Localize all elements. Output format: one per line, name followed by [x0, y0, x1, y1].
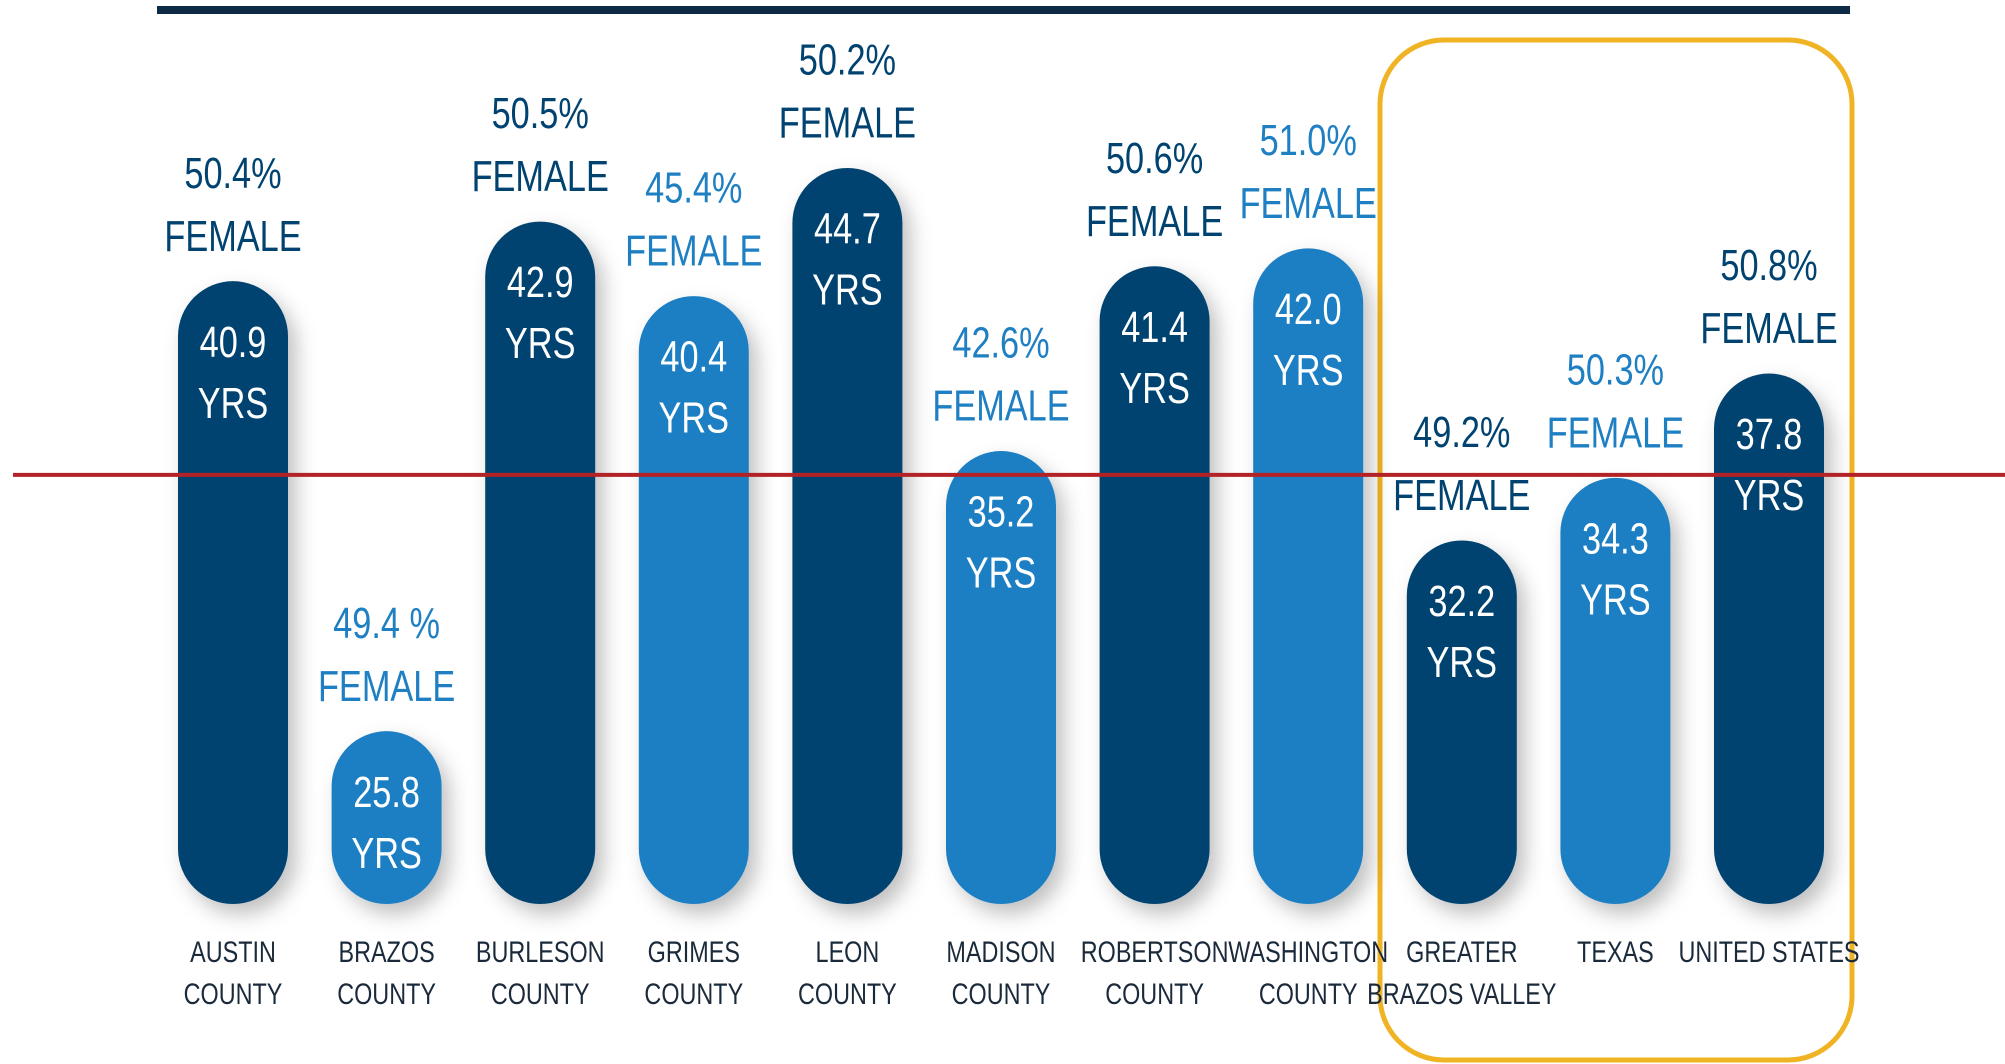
value-label: YRS [812, 266, 883, 315]
value-label: YRS [1580, 575, 1651, 624]
value-label: 34.3 [1582, 514, 1649, 563]
bar [178, 281, 288, 904]
female-label: 51.0% [1260, 116, 1357, 165]
x-tick-label: COUNTY [491, 977, 590, 1010]
female-label: 50.3% [1567, 345, 1664, 394]
female-label: 50.4% [184, 149, 281, 198]
bar [1714, 373, 1824, 904]
female-label: 50.2% [799, 36, 896, 85]
x-tick-label: ROBERTSON [1081, 935, 1229, 968]
x-tick-label: AUSTIN [190, 935, 276, 968]
value-label: YRS [1427, 638, 1498, 687]
value-label: 37.8 [1736, 410, 1803, 459]
female-label: FEMALE [1086, 197, 1223, 246]
bar [1099, 266, 1210, 904]
x-tick-label: COUNTY [798, 977, 897, 1010]
bar [1406, 540, 1517, 904]
female-label: 50.5% [492, 89, 589, 138]
top-rule [157, 6, 1850, 14]
x-tick-label: MADISON [946, 935, 1055, 968]
female-label: FEMALE [318, 662, 455, 711]
female-label: 45.4% [645, 164, 742, 213]
female-label: FEMALE [1547, 408, 1684, 457]
value-label: YRS [966, 549, 1037, 598]
bar [485, 221, 596, 904]
x-tick-label: GRIMES [648, 935, 740, 968]
bar [1253, 248, 1364, 904]
female-label: FEMALE [472, 152, 609, 201]
female-label: FEMALE [779, 99, 916, 148]
female-label: FEMALE [932, 382, 1069, 431]
x-tick-label: BRAZOS [339, 935, 435, 968]
female-label: FEMALE [1700, 304, 1837, 353]
x-tick-label: GREATER [1406, 935, 1517, 968]
bar [946, 451, 1056, 904]
value-label: YRS [198, 379, 269, 428]
x-tick-label: COUNTY [952, 977, 1051, 1010]
x-tick-label: COUNTY [337, 977, 436, 1010]
value-label: 41.4 [1121, 303, 1188, 352]
bar [1560, 477, 1671, 904]
value-label: YRS [1734, 471, 1805, 520]
x-tick-label: UNITED STATES [1678, 935, 1859, 968]
x-tick-label: LEON [816, 935, 880, 968]
female-label: 49.4 % [333, 599, 440, 648]
bar [792, 167, 903, 904]
value-label: 25.8 [353, 768, 420, 817]
value-label: 40.4 [660, 333, 727, 382]
value-label: 32.2 [1428, 577, 1495, 626]
x-tick-label: WASHINGTON [1228, 935, 1388, 968]
female-label: 42.6% [952, 319, 1049, 368]
value-label: YRS [351, 829, 422, 878]
female-label: 50.8% [1720, 241, 1817, 290]
x-tick-label: BURLESON [476, 935, 605, 968]
value-label: 42.0 [1275, 285, 1342, 334]
value-label: 44.7 [814, 205, 881, 254]
female-label: FEMALE [1393, 471, 1530, 520]
value-label: 42.9 [507, 258, 574, 307]
bar [331, 731, 442, 904]
value-label: YRS [505, 319, 576, 368]
female-label: 49.2% [1413, 408, 1510, 457]
female-label: FEMALE [625, 227, 762, 276]
female-label: FEMALE [1240, 179, 1377, 228]
bar [638, 296, 749, 905]
value-label: YRS [659, 394, 730, 443]
x-tick-label: TEXAS [1577, 935, 1654, 968]
female-label: FEMALE [164, 212, 301, 261]
x-tick-label: BRAZOS VALLEY [1367, 977, 1556, 1010]
x-tick-label: COUNTY [644, 977, 743, 1010]
value-label: 40.9 [200, 318, 267, 367]
female-label: 50.6% [1106, 134, 1203, 183]
value-label: 35.2 [968, 488, 1035, 537]
x-tick-label: COUNTY [184, 977, 283, 1010]
x-tick-label: COUNTY [1259, 977, 1358, 1010]
value-label: YRS [1119, 364, 1190, 413]
highlight-box [1377, 37, 1855, 1063]
x-tick-label: COUNTY [1105, 977, 1204, 1010]
value-label: YRS [1273, 346, 1344, 395]
